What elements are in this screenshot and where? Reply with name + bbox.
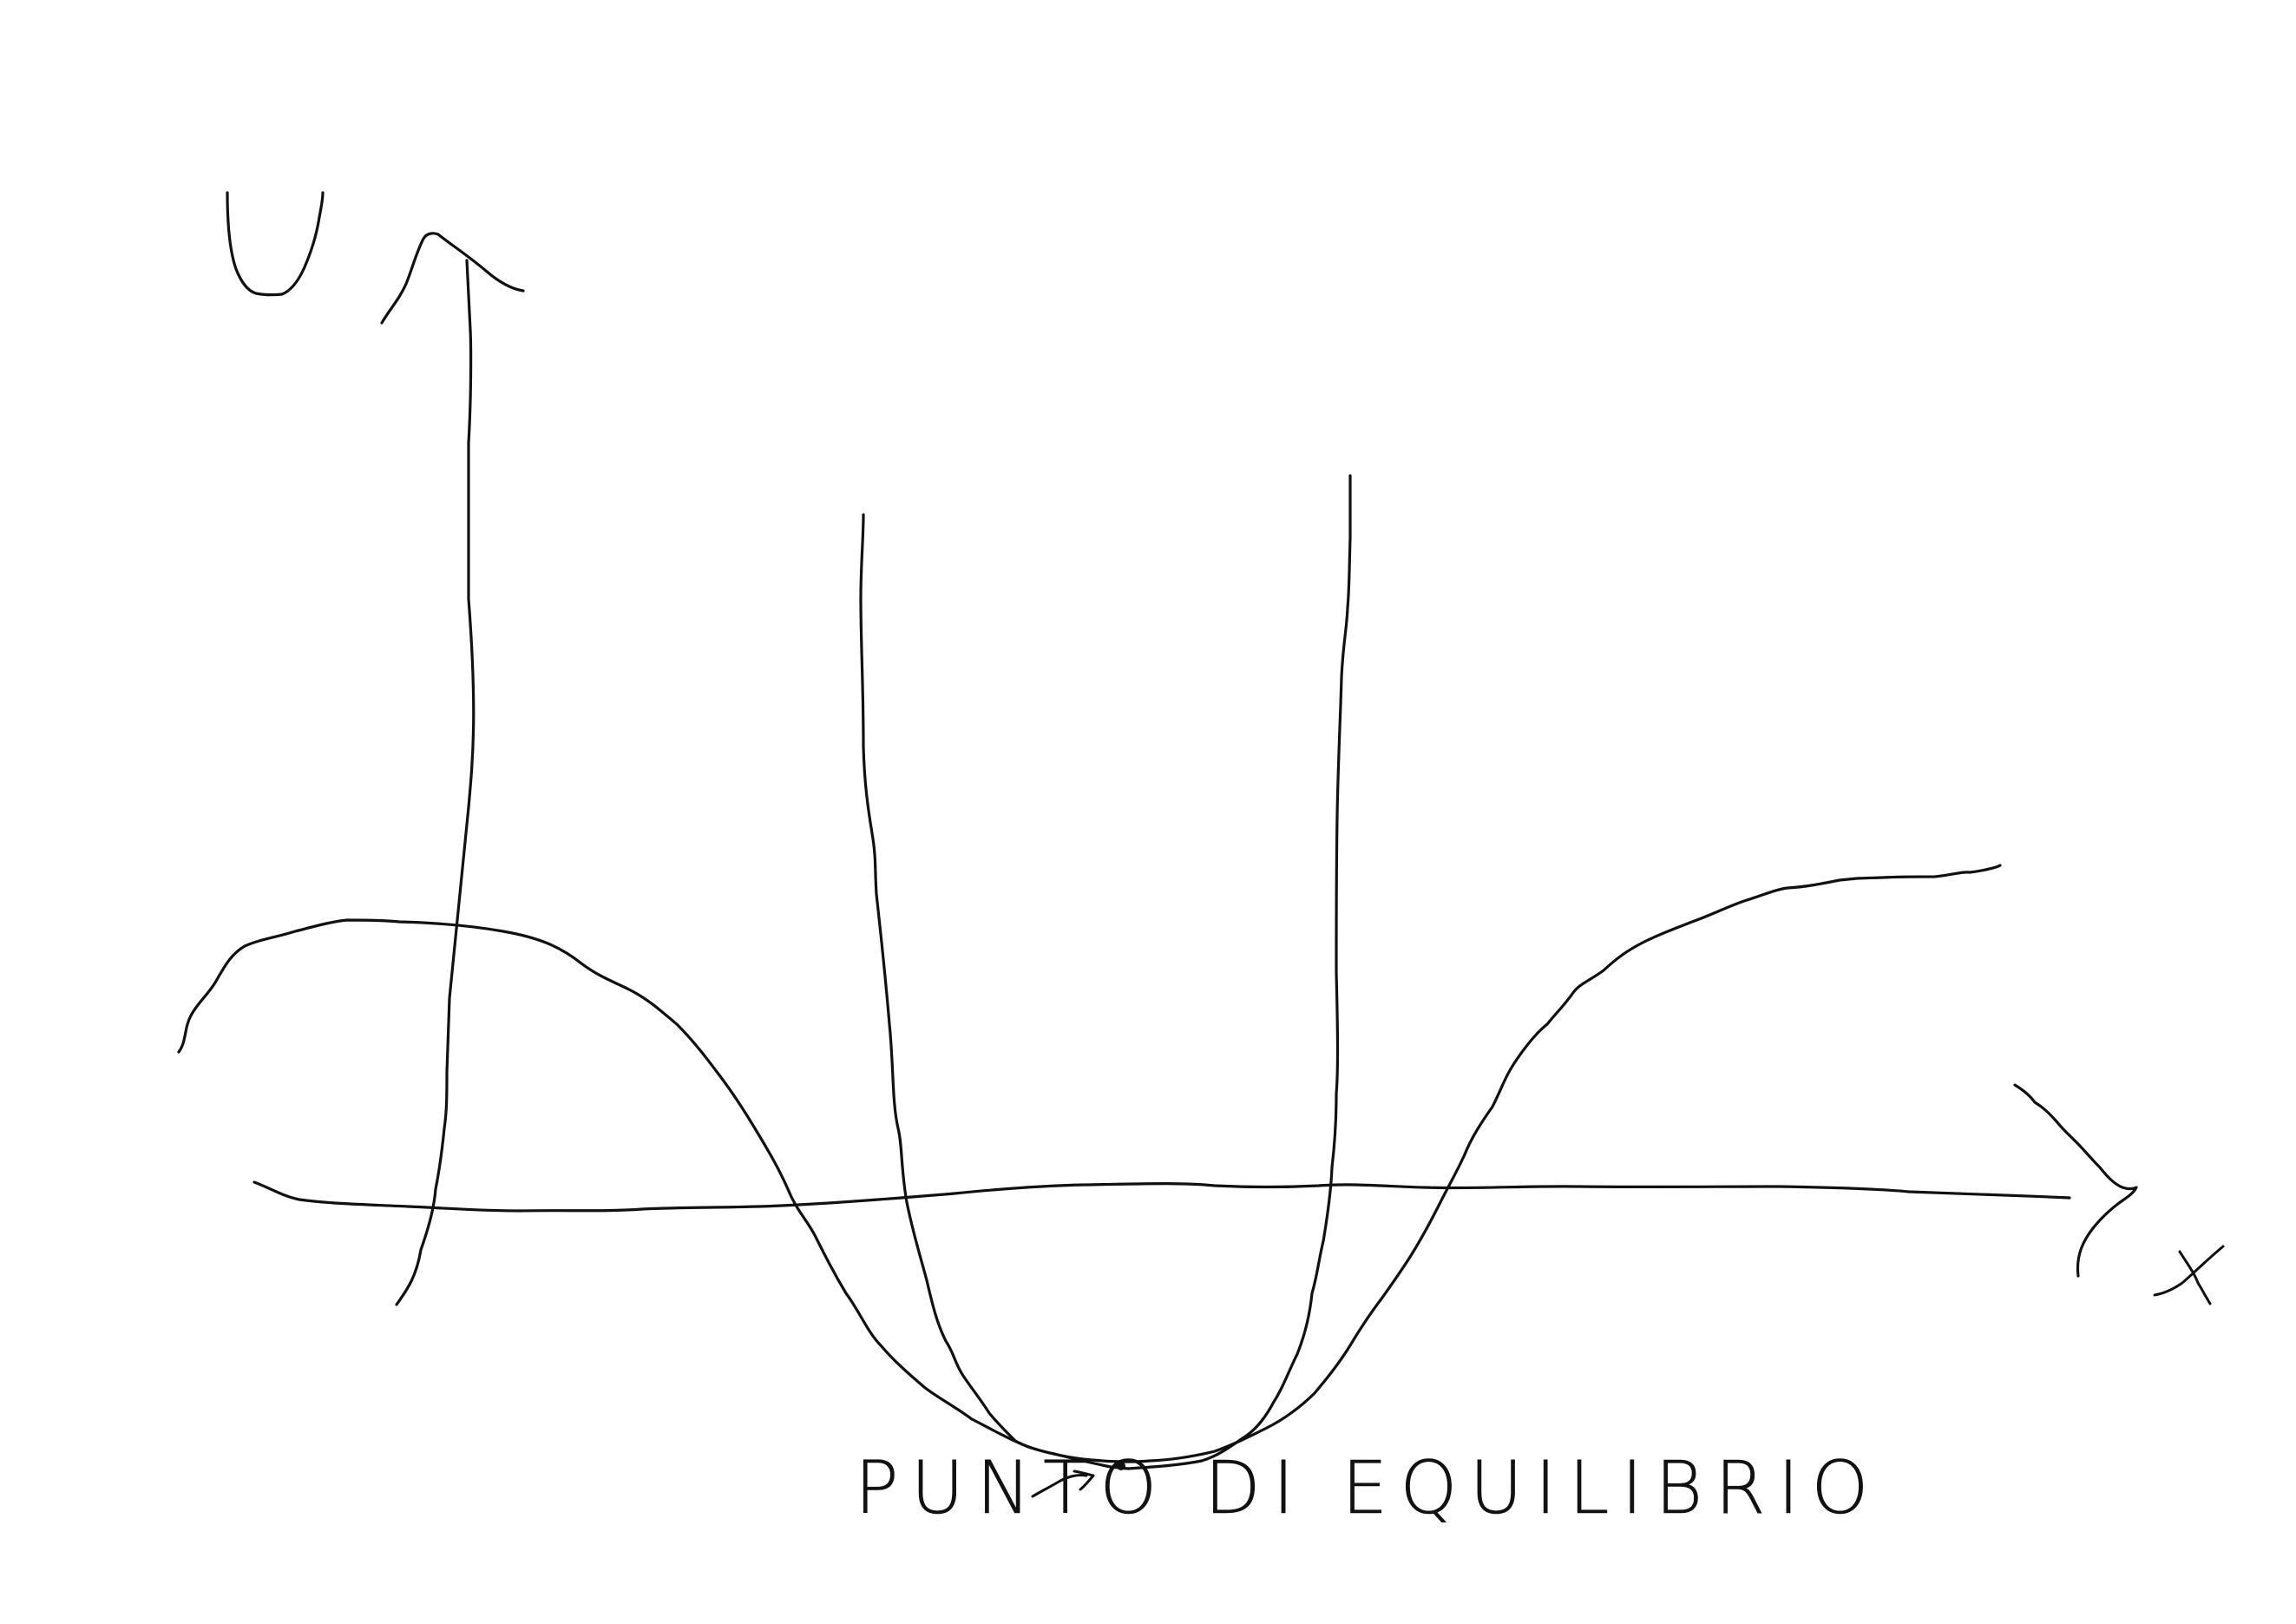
x-label-stroke-a (2178, 1250, 2212, 1305)
x-axis-line (253, 1180, 2071, 1213)
equilibrium-label: PUNTO DI EQUILIBRIO (855, 1445, 1881, 1531)
y-axis-line (395, 259, 476, 1306)
y-axis-arrowhead (380, 232, 525, 325)
potential-curve-narrow (859, 474, 1352, 1470)
x-label-stroke-b (2153, 1245, 2225, 1297)
equilibrium-pointer-arrowhead (1073, 1469, 1095, 1491)
x-axis-arrowhead (2013, 1083, 2138, 1278)
y-axis-label: U (215, 155, 293, 306)
y-label-stroke (226, 191, 325, 297)
equilibrium-pointer-arrow (1031, 1474, 1088, 1498)
potential-curve-wide (177, 864, 2002, 1463)
equilibrium-point (1117, 1462, 1125, 1470)
